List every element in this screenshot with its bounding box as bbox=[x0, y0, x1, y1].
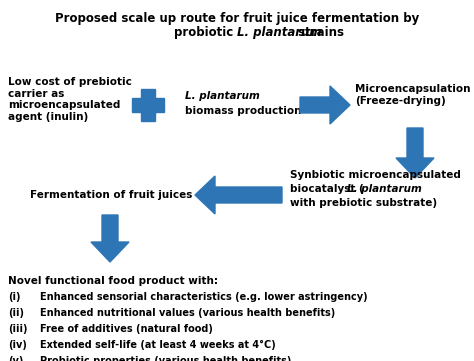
Text: L. plantarum: L. plantarum bbox=[347, 184, 422, 194]
Text: (ii): (ii) bbox=[8, 308, 24, 318]
Text: with prebiotic substrate): with prebiotic substrate) bbox=[290, 198, 437, 208]
Text: Novel functional food product with:: Novel functional food product with: bbox=[8, 276, 218, 286]
Text: Synbiotic microencapsulated: Synbiotic microencapsulated bbox=[290, 170, 461, 180]
Polygon shape bbox=[195, 176, 282, 214]
Text: Probiotic properties (various health benefits): Probiotic properties (various health ben… bbox=[40, 356, 292, 361]
Polygon shape bbox=[132, 98, 164, 112]
Polygon shape bbox=[91, 215, 129, 262]
Text: (v): (v) bbox=[8, 356, 23, 361]
Text: Fermentation of fruit juices: Fermentation of fruit juices bbox=[30, 190, 192, 200]
Text: biocatalyst (: biocatalyst ( bbox=[290, 184, 364, 194]
Text: (iv): (iv) bbox=[8, 340, 27, 350]
Text: Microencapsulation
(Freeze-drying): Microencapsulation (Freeze-drying) bbox=[355, 84, 471, 106]
Text: strains: strains bbox=[294, 26, 344, 39]
Text: Free of additives (natural food): Free of additives (natural food) bbox=[40, 324, 213, 334]
Polygon shape bbox=[300, 86, 350, 124]
Text: L. plantarum: L. plantarum bbox=[185, 91, 260, 101]
Text: L. plantarum: L. plantarum bbox=[237, 26, 322, 39]
Text: Low cost of prebiotic
carrier as
microencapsulated
agent (inulin): Low cost of prebiotic carrier as microen… bbox=[8, 77, 132, 122]
Text: (i): (i) bbox=[8, 292, 20, 302]
Text: probiotic: probiotic bbox=[173, 26, 237, 39]
Text: Extended self-life (at least 4 weeks at 4°C): Extended self-life (at least 4 weeks at … bbox=[40, 340, 276, 350]
Text: Enhanced sensorial characteristics (e.g. lower astringency): Enhanced sensorial characteristics (e.g.… bbox=[40, 292, 368, 302]
Text: (iii): (iii) bbox=[8, 324, 27, 334]
Text: Enhanced nutritional values (various health benefits): Enhanced nutritional values (various hea… bbox=[40, 308, 335, 318]
Text: biomass production: biomass production bbox=[185, 106, 301, 116]
Text: Proposed scale up route for fruit juice fermentation by: Proposed scale up route for fruit juice … bbox=[55, 12, 419, 25]
Polygon shape bbox=[141, 89, 155, 121]
Polygon shape bbox=[396, 128, 434, 178]
